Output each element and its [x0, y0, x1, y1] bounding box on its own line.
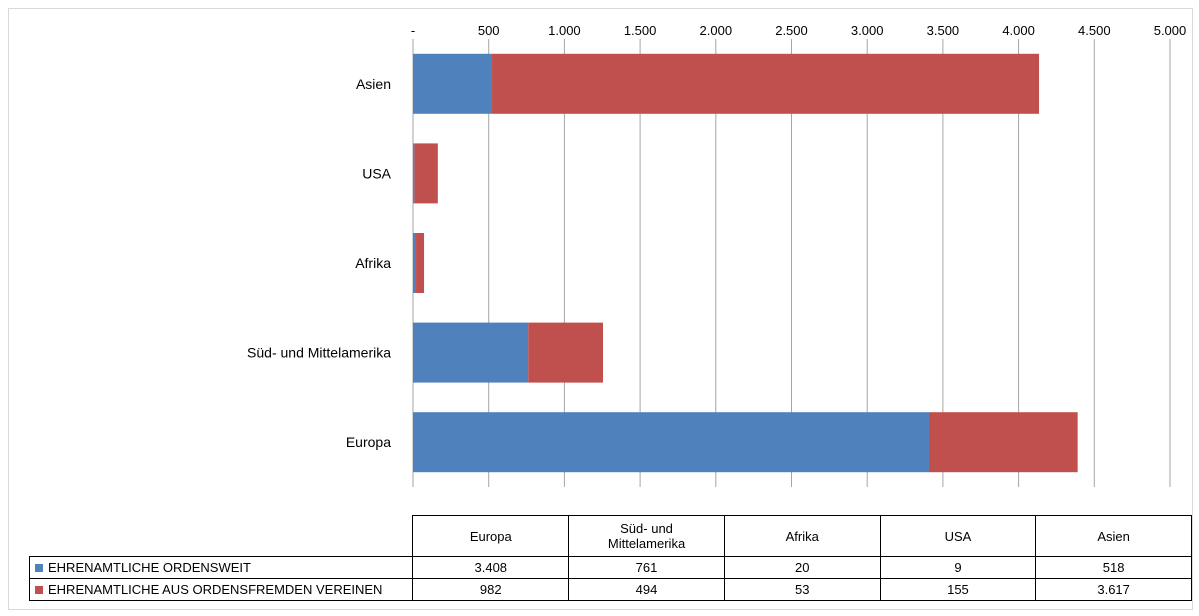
x-tick-label: 4.500	[1078, 23, 1111, 38]
data-cell: 518	[1035, 556, 1192, 579]
data-table: Europa Süd- und Mittelamerika Afrika USA …	[28, 515, 1192, 601]
data-cell: 155	[879, 578, 1037, 601]
category-label: Europa	[346, 434, 391, 450]
category-label: Asien	[356, 76, 391, 92]
category-header: Süd- und Mittelamerika	[568, 515, 725, 557]
data-cell: 982	[412, 578, 570, 601]
data-cell: 53	[723, 578, 881, 601]
category-label: Süd- und Mittelamerika	[247, 345, 391, 361]
category-label: Afrika	[355, 255, 391, 271]
x-tick-label: 3.000	[851, 23, 884, 38]
data-table-corner	[29, 515, 414, 557]
x-tick-label: 2.500	[775, 23, 808, 38]
bar-segment-ordensweit	[413, 233, 417, 293]
bar-segment-ordensweit	[413, 322, 529, 383]
x-tick-label: 5.000	[1154, 23, 1187, 38]
data-table-row-series-1: EHRENAMTLICHE ORDENSWEIT 3.408 761 20 9 …	[28, 556, 1192, 579]
data-cell: 20	[723, 556, 881, 579]
x-tick-label: 3.500	[927, 23, 960, 38]
x-tick-label: 1.000	[548, 23, 581, 38]
series-name: EHRENAMTLICHE ORDENSWEIT	[48, 560, 251, 575]
blue-legend-swatch-icon	[35, 564, 43, 572]
data-table-row-series-2: EHRENAMTLICHE AUS ORDENSFREMDEN VEREINEN…	[28, 578, 1192, 601]
data-cell: 494	[568, 578, 725, 601]
series-name: EHRENAMTLICHE AUS ORDENSFREMDEN VEREINEN	[48, 582, 383, 597]
data-cell: 3.408	[412, 556, 570, 579]
x-tick-label: -	[411, 23, 415, 38]
category-header: Asien	[1035, 515, 1192, 557]
data-cell: 3.617	[1035, 578, 1192, 601]
series-legend-label: EHRENAMTLICHE ORDENSWEIT	[28, 556, 414, 579]
data-cell: 9	[879, 556, 1037, 579]
category-label: USA	[362, 165, 391, 181]
bar-segment-ordensfremd	[416, 233, 425, 293]
x-tick-label: 2.000	[700, 23, 733, 38]
stacked-bar-chart: - 500 1.000 1.500 2.000 2.500 3.000 3.500 4.000 4…	[247, 23, 1187, 487]
bar-segment-ordensfremd	[491, 53, 1040, 114]
series-legend-label: EHRENAMTLICHE AUS ORDENSFREMDEN VEREINEN	[28, 578, 414, 601]
bar-segment-ordensweit	[413, 143, 415, 204]
bar-segment-ordensweit	[413, 412, 929, 473]
data-table-header-row: Europa Süd- und Mittelamerika Afrika USA …	[29, 515, 1192, 557]
bar-segment-ordensfremd	[528, 322, 604, 383]
x-tick-label: 4.000	[1002, 23, 1035, 38]
x-tick-label: 500	[478, 23, 500, 38]
red-legend-swatch-icon	[35, 586, 43, 594]
bar-segment-ordensfremd	[414, 143, 438, 204]
category-header: Afrika	[723, 515, 881, 557]
chart-frame: - 500 1.000 1.500 2.000 2.500 3.000 3.500 4.000 4…	[8, 8, 1193, 610]
bar-segment-ordensfremd	[928, 412, 1078, 473]
x-tick-label: 1.500	[624, 23, 657, 38]
category-header: USA	[879, 515, 1037, 557]
data-cell: 761	[568, 556, 725, 579]
category-header: Europa	[412, 515, 570, 557]
bar-segment-ordensweit	[413, 53, 492, 114]
